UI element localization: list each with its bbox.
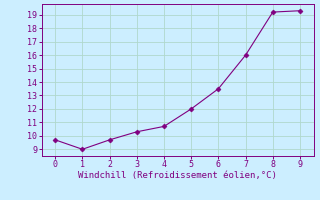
X-axis label: Windchill (Refroidissement éolien,°C): Windchill (Refroidissement éolien,°C) [78,171,277,180]
